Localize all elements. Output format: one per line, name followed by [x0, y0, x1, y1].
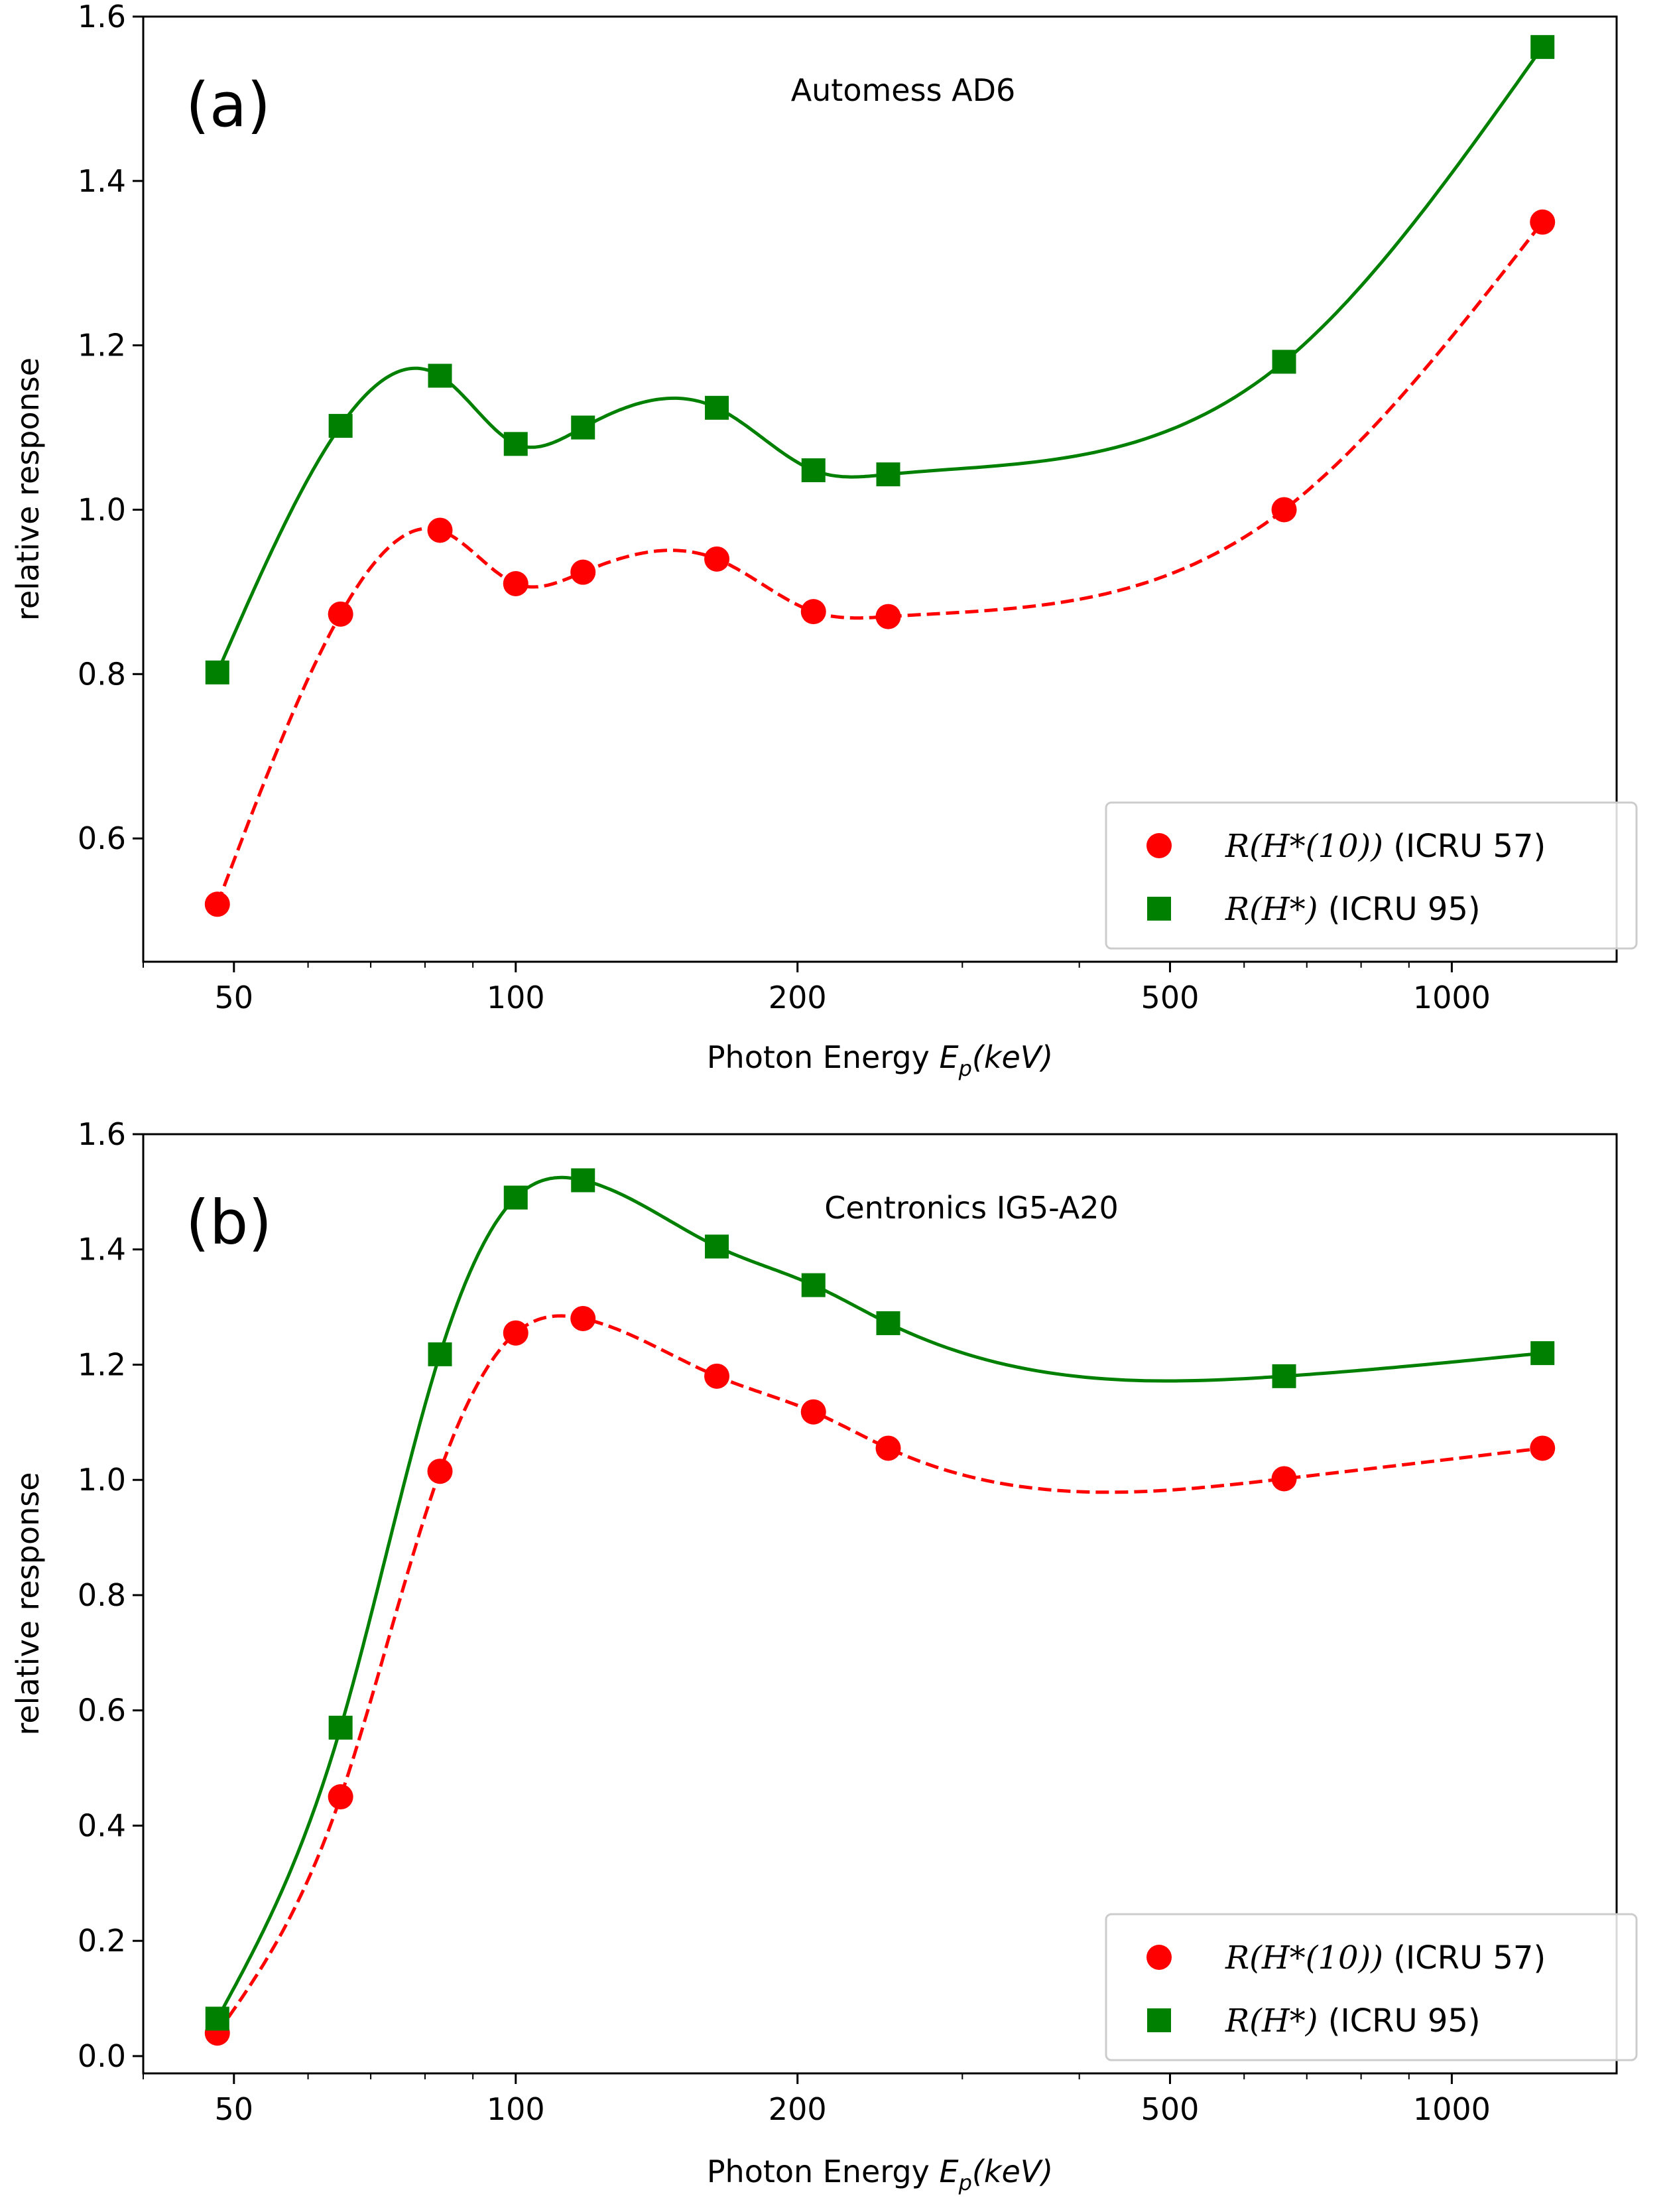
data-point-icru57 — [800, 599, 826, 625]
legend-box — [1105, 1913, 1638, 2061]
y-tick-label: 1.2 — [78, 1346, 126, 1382]
data-point-icru95 — [328, 414, 353, 438]
x-tick-label: 50 — [215, 2091, 254, 2127]
y-tick-label: 0.0 — [78, 2038, 126, 2074]
data-point-icru57 — [427, 517, 453, 543]
data-point-icru95 — [705, 395, 729, 420]
legend: R(H*(10)) (ICRU 57) R(H*) (ICRU 95) — [1105, 801, 1638, 950]
y-tick-label: 1.0 — [78, 1462, 126, 1498]
series-line-icru57 — [216, 221, 1544, 905]
chart-panel-a: 50 100 200 500 1000 0.6 0.8 1.0 1.2 1.4 1.6 relativ… — [10, 0, 1638, 1081]
data-point-icru95 — [801, 1273, 826, 1297]
data-point-icru95 — [571, 1168, 595, 1193]
legend-label-icru57: R(H*(10)) (ICRU 57) — [1225, 828, 1546, 865]
x-tick-label: 1000 — [1413, 980, 1491, 1015]
x-tick-label: 200 — [769, 980, 827, 1015]
series-line-icru95 — [216, 1175, 1543, 2020]
x-tick-label: 100 — [487, 2091, 545, 2127]
y-tick-label: 1.6 — [78, 1116, 126, 1152]
data-point-icru57 — [427, 1459, 453, 1484]
x-axis-label: Photon Energy Ep(keV) — [707, 2154, 1053, 2195]
data-point-icru57 — [1530, 209, 1556, 235]
data-point-icru95 — [1272, 350, 1296, 374]
data-point-icru57 — [875, 604, 901, 629]
legend-marker-icru95 — [1147, 2008, 1171, 2032]
y-tick-label: 0.4 — [78, 1807, 126, 1843]
data-point-icru57 — [328, 1784, 353, 1810]
data-point-icru57 — [800, 1399, 826, 1425]
panel-label: (a) — [186, 70, 271, 141]
data-point-icru95 — [876, 1311, 900, 1335]
data-point-icru57 — [204, 891, 230, 917]
chart-panel-b: 50 100 200 500 1000 0.0 0.2 0.4 0.6 0.8 1.0 1.2 1.4 1… — [10, 1116, 1638, 2195]
data-point-icru57 — [570, 1305, 596, 1331]
data-point-icru57 — [1271, 1466, 1297, 1492]
axes-frame — [142, 15, 1618, 963]
y-tick-label: 1.4 — [78, 163, 126, 199]
y-tick-label: 1.4 — [78, 1232, 126, 1268]
data-point-icru57 — [328, 601, 353, 627]
x-tick-label: 200 — [769, 2091, 827, 2127]
axes-frame — [142, 1133, 1618, 2075]
data-point-icru57 — [875, 1435, 901, 1461]
series-line-icru95 — [216, 46, 1544, 673]
y-tick-label: 1.2 — [78, 328, 126, 363]
x-tick-label: 500 — [1141, 2091, 1200, 2127]
y-tick-label: 0.8 — [78, 656, 126, 692]
legend: R(H*(10)) (ICRU 57) R(H*) (ICRU 95) — [1105, 1913, 1638, 2061]
data-point-icru57 — [1271, 497, 1297, 523]
legend-label-icru57: R(H*(10)) (ICRU 57) — [1225, 1939, 1546, 1977]
y-tick-label: 1.6 — [78, 0, 126, 34]
x-tick-label: 50 — [215, 980, 254, 1015]
legend-box — [1105, 801, 1638, 950]
x-tick-label: 1000 — [1413, 2091, 1491, 2127]
data-point-icru95 — [503, 1185, 528, 1210]
data-point-icru57 — [503, 1320, 528, 1346]
series-line-icru57 — [216, 1314, 1543, 2034]
x-axis-label: Photon Energy Ep(keV) — [707, 1039, 1053, 1081]
chart-title: Automess AD6 — [791, 72, 1016, 108]
data-point-icru95 — [205, 660, 229, 684]
data-point-icru95 — [801, 458, 826, 482]
data-point-icru95 — [205, 2006, 229, 2031]
data-point-icru57 — [1530, 1435, 1556, 1461]
x-tick-label: 500 — [1141, 980, 1200, 1015]
data-point-icru95 — [428, 1342, 452, 1366]
legend-label-icru95: R(H*) (ICRU 95) — [1225, 2002, 1481, 2040]
data-point-icru95 — [571, 415, 595, 440]
y-axis-label: relative response — [10, 358, 46, 621]
data-point-icru95 — [503, 432, 528, 456]
legend-label-icru95: R(H*) (ICRU 95) — [1225, 891, 1481, 928]
data-point-icru95 — [428, 363, 452, 388]
data-point-icru95 — [1530, 1341, 1555, 1366]
y-tick-label: 0.6 — [78, 820, 126, 856]
x-tick-label: 100 — [487, 980, 545, 1015]
data-point-icru95 — [328, 1715, 353, 1740]
data-point-icru57 — [704, 1363, 730, 1389]
data-point-icru57 — [503, 571, 528, 596]
data-point-icru57 — [570, 559, 596, 585]
data-point-icru95 — [705, 1234, 729, 1259]
chart-title: Centronics IG5-A20 — [824, 1190, 1119, 1226]
y-tick-label: 0.6 — [78, 1693, 126, 1728]
panel-label: (b) — [186, 1187, 272, 1258]
data-point-icru57 — [704, 546, 730, 572]
legend-marker-icru95 — [1147, 897, 1171, 921]
legend-marker-icru57 — [1146, 833, 1172, 858]
y-axis-label: relative response — [10, 1472, 46, 1735]
y-tick-label: 1.0 — [78, 491, 126, 527]
legend-marker-icru57 — [1146, 1945, 1172, 1970]
y-tick-label: 0.8 — [78, 1577, 126, 1613]
data-point-icru95 — [1530, 34, 1555, 59]
data-point-icru95 — [1272, 1364, 1296, 1388]
y-tick-label: 0.2 — [78, 1923, 126, 1959]
data-point-icru95 — [876, 462, 900, 487]
